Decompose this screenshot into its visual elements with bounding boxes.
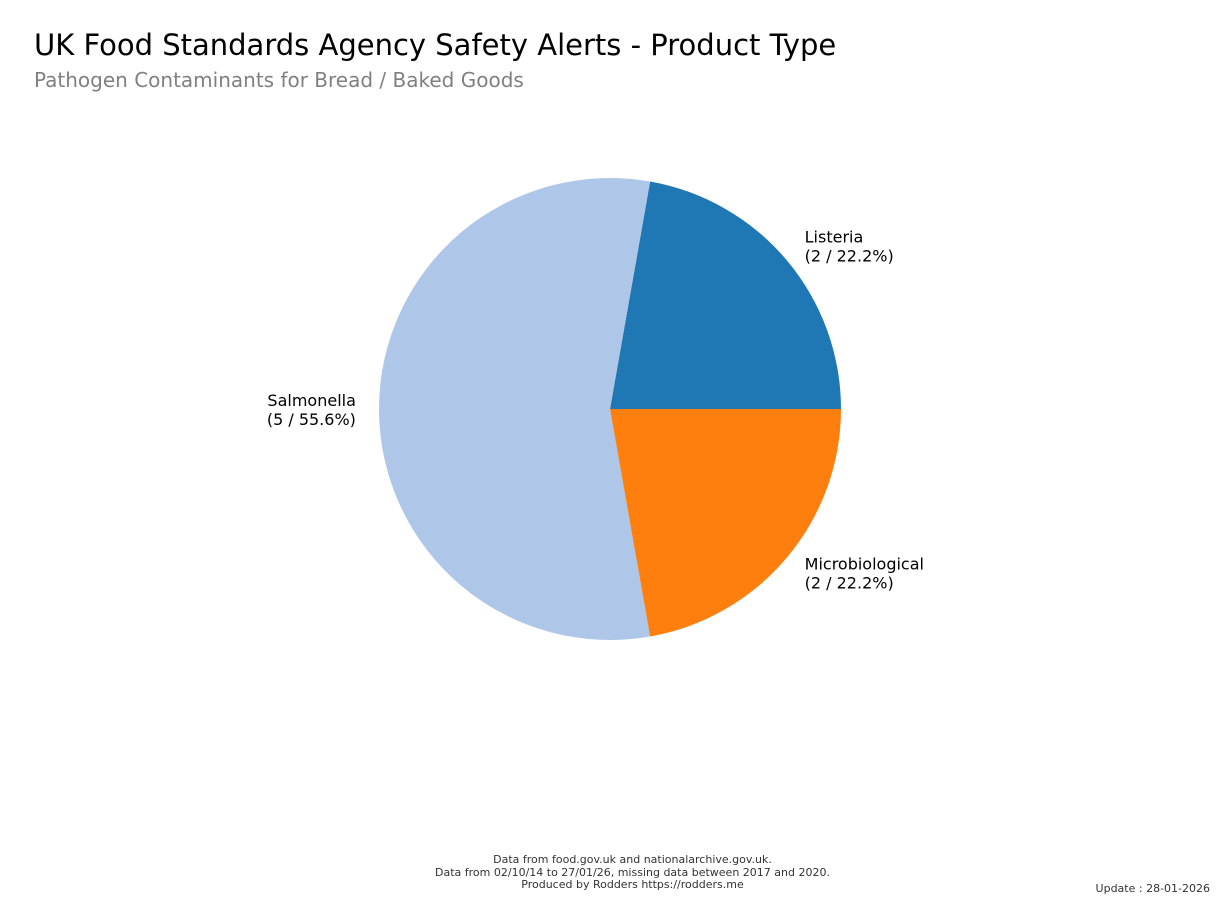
pie-slice-microbiological: [610, 409, 841, 637]
footer-line-range: Data from 02/10/14 to 27/01/26, missing …: [435, 865, 830, 879]
slice-label-value: (2 / 22.2%): [805, 247, 894, 266]
chart-title: UK Food Standards Agency Safety Alerts -…: [34, 28, 837, 62]
slice-label-value: (5 / 55.6%): [267, 410, 356, 429]
slice-label-name: Microbiological: [805, 554, 924, 573]
slice-label-salmonella: Salmonella (5 / 55.6%): [267, 391, 356, 429]
update-date: Update : 28-01-2026: [1095, 882, 1210, 895]
slice-label-name: Salmonella: [267, 391, 355, 410]
footer-line-source: Data from food.gov.uk and nationalarchiv…: [493, 853, 772, 866]
footer-notes: Data from food.gov.uk and nationalarchiv…: [0, 853, 1220, 892]
footer-line-credit: Produced by Rodders https://rodders.me: [521, 878, 744, 891]
slice-label-listeria: Listeria (2 / 22.2%): [805, 228, 894, 266]
pie-slice-listeria: [610, 181, 841, 409]
slice-label-name: Listeria: [805, 228, 864, 247]
chart-subtitle: Pathogen Contaminants for Bread / Baked …: [34, 68, 524, 92]
pie-slice-salmonella: [379, 178, 651, 641]
slice-label-microbiological: Microbiological (2 / 22.2%): [805, 554, 924, 592]
slice-label-value: (2 / 22.2%): [805, 573, 894, 592]
